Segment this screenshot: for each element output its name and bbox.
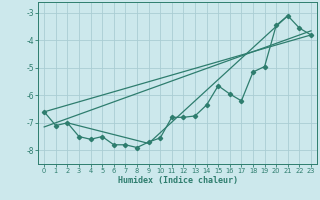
X-axis label: Humidex (Indice chaleur): Humidex (Indice chaleur) [118,176,238,185]
